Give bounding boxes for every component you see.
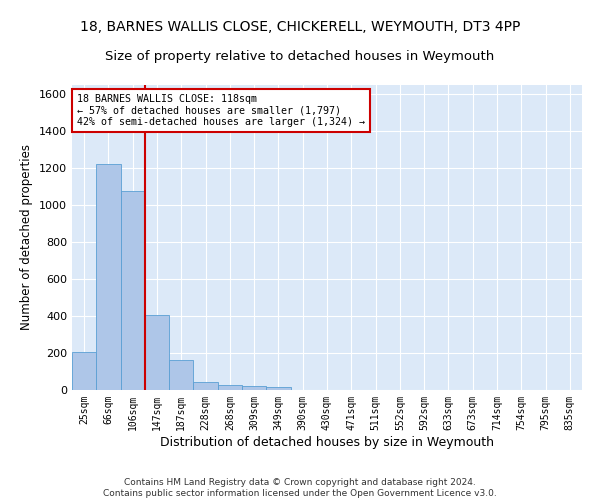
Bar: [145, 314, 169, 390]
Bar: [266, 387, 290, 390]
Y-axis label: Number of detached properties: Number of detached properties: [20, 144, 34, 330]
Bar: [96, 164, 121, 390]
Bar: [218, 385, 242, 390]
Text: Contains HM Land Registry data © Crown copyright and database right 2024.
Contai: Contains HM Land Registry data © Crown c…: [103, 478, 497, 498]
Bar: [169, 360, 193, 390]
Text: 18 BARNES WALLIS CLOSE: 118sqm
← 57% of detached houses are smaller (1,797)
42% : 18 BARNES WALLIS CLOSE: 118sqm ← 57% of …: [77, 94, 365, 128]
X-axis label: Distribution of detached houses by size in Weymouth: Distribution of detached houses by size …: [160, 436, 494, 448]
Text: 18, BARNES WALLIS CLOSE, CHICKERELL, WEYMOUTH, DT3 4PP: 18, BARNES WALLIS CLOSE, CHICKERELL, WEY…: [80, 20, 520, 34]
Bar: [72, 352, 96, 390]
Bar: [193, 382, 218, 390]
Bar: [242, 386, 266, 390]
Text: Size of property relative to detached houses in Weymouth: Size of property relative to detached ho…: [106, 50, 494, 63]
Bar: [121, 192, 145, 390]
